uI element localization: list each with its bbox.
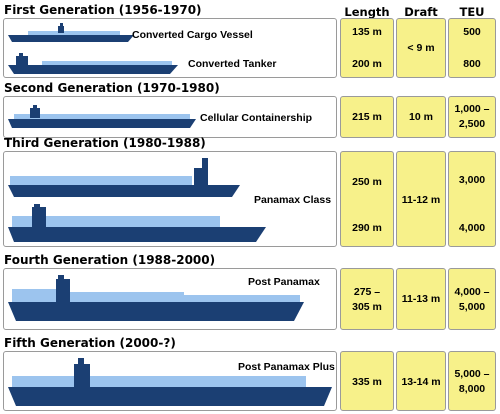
ship-cargo-deck bbox=[12, 216, 220, 228]
cellular-containership-teu-max: 2,500 bbox=[458, 118, 486, 130]
first-generation-ship-panel: Converted Cargo Vessel Converted Tanker bbox=[3, 18, 337, 78]
converted-cargo-vessel-label: Converted Cargo Vessel bbox=[132, 29, 253, 41]
ship-superstructure bbox=[194, 168, 208, 186]
converted-tanker-label: Converted Tanker bbox=[188, 58, 277, 70]
fourth-generation-teu-cell: 4,000 – 5,000 bbox=[448, 268, 496, 330]
converted-cargo-vessel-teu: 500 bbox=[463, 26, 481, 38]
post-panamax-plus-ship-icon bbox=[8, 358, 332, 406]
first-generation-title: First Generation (1956-1970) bbox=[4, 3, 202, 17]
post-panamax-label: Post Panamax bbox=[248, 276, 320, 288]
first-generation-draft: < 9 m bbox=[407, 42, 435, 54]
ship-hull bbox=[8, 35, 134, 42]
third-generation-teu-cell: 3,000 4,000 bbox=[448, 151, 496, 247]
ship-funnel bbox=[78, 358, 84, 365]
fifth-generation-teu-cell: 5,000 – 8,000 bbox=[448, 351, 496, 411]
panamax-class-label: Panamax Class bbox=[254, 194, 332, 206]
fifth-generation-draft-cell: 13-14 m bbox=[396, 351, 446, 411]
converted-cargo-vessel-ship-icon bbox=[8, 23, 134, 42]
fourth-generation-ship-panel: Post Panamax bbox=[3, 268, 337, 330]
ship-funnel bbox=[58, 275, 64, 280]
teu-column-header: TEU bbox=[459, 5, 485, 19]
converted-cargo-vessel-length: 135 m bbox=[352, 26, 382, 38]
ship-cargo-deck bbox=[28, 31, 120, 36]
ship-cargo-deck bbox=[12, 289, 60, 303]
panamax-290m-teu: 4,000 bbox=[458, 222, 486, 234]
converted-tanker-ship-icon bbox=[8, 53, 178, 74]
length-column-header: Length bbox=[344, 5, 390, 19]
ship-cargo-deck bbox=[68, 292, 184, 303]
panamax-250m-ship-icon bbox=[8, 158, 240, 197]
fourth-generation-draft-cell: 11-13 m bbox=[396, 268, 446, 330]
ship-funnel bbox=[202, 158, 208, 169]
ship-hull bbox=[8, 227, 266, 242]
third-generation-draft-cell: 11-12 m bbox=[396, 151, 446, 247]
second-generation-draft: 10 m bbox=[409, 111, 433, 123]
converted-tanker-teu: 800 bbox=[463, 58, 481, 70]
cellular-containership-label: Cellular Containership bbox=[200, 112, 313, 124]
ship-cargo-deck bbox=[12, 376, 74, 388]
fifth-generation-draft: 13-14 m bbox=[401, 376, 441, 388]
third-generation-title: Third Generation (1980-1988) bbox=[4, 136, 206, 150]
third-generation-length-cell: 250 m 290 m bbox=[340, 151, 394, 247]
fifth-generation-ship-panel: Post Panamax Plus bbox=[3, 351, 337, 411]
post-panamax-plus-teu-max: 8,000 bbox=[458, 383, 486, 395]
post-panamax-plus-teu-min: 5,000 – bbox=[454, 368, 490, 380]
post-panamax-length-max: 305 m bbox=[352, 301, 382, 313]
panamax-290m-length: 290 m bbox=[352, 222, 382, 234]
third-generation-ship-panel: Panamax Class bbox=[3, 151, 337, 247]
second-generation-draft-cell: 10 m bbox=[396, 96, 446, 138]
cellular-containership-ship-icon bbox=[8, 105, 196, 128]
post-panamax-ship-icon bbox=[8, 275, 304, 321]
fifth-generation-length-cell: 335 m bbox=[340, 351, 394, 411]
ship-hull bbox=[8, 302, 304, 321]
ship-cargo-deck bbox=[10, 176, 192, 186]
second-generation-length-cell: 215 m bbox=[340, 96, 394, 138]
ship-hull bbox=[8, 119, 196, 128]
post-panamax-plus-length: 335 m bbox=[352, 376, 382, 388]
ship-superstructure bbox=[56, 279, 70, 303]
draft-column-header: Draft bbox=[404, 5, 438, 19]
panamax-290m-ship-icon bbox=[8, 204, 266, 242]
third-generation-draft: 11-12 m bbox=[401, 194, 441, 206]
panamax-250m-length: 250 m bbox=[352, 176, 382, 188]
second-generation-title: Second Generation (1970-1980) bbox=[4, 81, 220, 95]
ship-superstructure bbox=[32, 207, 46, 227]
ship-cargo-deck bbox=[184, 295, 300, 303]
first-generation-length-cell: 135 m 200 m bbox=[340, 18, 394, 78]
ship-funnel bbox=[19, 53, 23, 57]
fourth-generation-draft: 11-13 m bbox=[401, 293, 441, 305]
post-panamax-teu-min: 4,000 – bbox=[454, 286, 490, 298]
ship-hull bbox=[8, 387, 332, 406]
cellular-containership-length: 215 m bbox=[352, 111, 382, 123]
first-generation-teu-cell: 500 800 bbox=[448, 18, 496, 78]
post-panamax-teu-max: 5,000 bbox=[458, 301, 486, 313]
first-generation-draft-cell: < 9 m bbox=[396, 18, 446, 78]
ship-superstructure bbox=[58, 26, 64, 33]
fourth-generation-length-cell: 275 – 305 m bbox=[340, 268, 394, 330]
fifth-generation-title: Fifth Generation (2000-?) bbox=[4, 336, 176, 350]
cellular-containership-teu-min: 1,000 – bbox=[454, 103, 490, 115]
ship-cargo-deck bbox=[14, 114, 190, 120]
fourth-generation-title: Fourth Generation (1988-2000) bbox=[4, 253, 216, 267]
ship-superstructure bbox=[16, 56, 28, 65]
panamax-250m-teu: 3,000 bbox=[458, 174, 486, 186]
ship-superstructure bbox=[74, 364, 90, 388]
converted-tanker-length: 200 m bbox=[352, 58, 382, 70]
ship-funnel bbox=[33, 105, 37, 109]
ship-superstructure bbox=[30, 108, 40, 118]
second-generation-teu-cell: 1,000 – 2,500 bbox=[448, 96, 496, 138]
ship-funnel bbox=[60, 23, 63, 27]
post-panamax-plus-label: Post Panamax Plus bbox=[238, 361, 335, 373]
ship-hull bbox=[8, 65, 178, 74]
ship-cargo-deck bbox=[42, 61, 172, 66]
ship-cargo-deck bbox=[90, 376, 306, 388]
second-generation-ship-panel: Cellular Containership bbox=[3, 96, 337, 138]
ship-funnel bbox=[34, 204, 40, 208]
post-panamax-length-min: 275 – bbox=[353, 286, 381, 298]
ship-hull bbox=[8, 185, 240, 197]
